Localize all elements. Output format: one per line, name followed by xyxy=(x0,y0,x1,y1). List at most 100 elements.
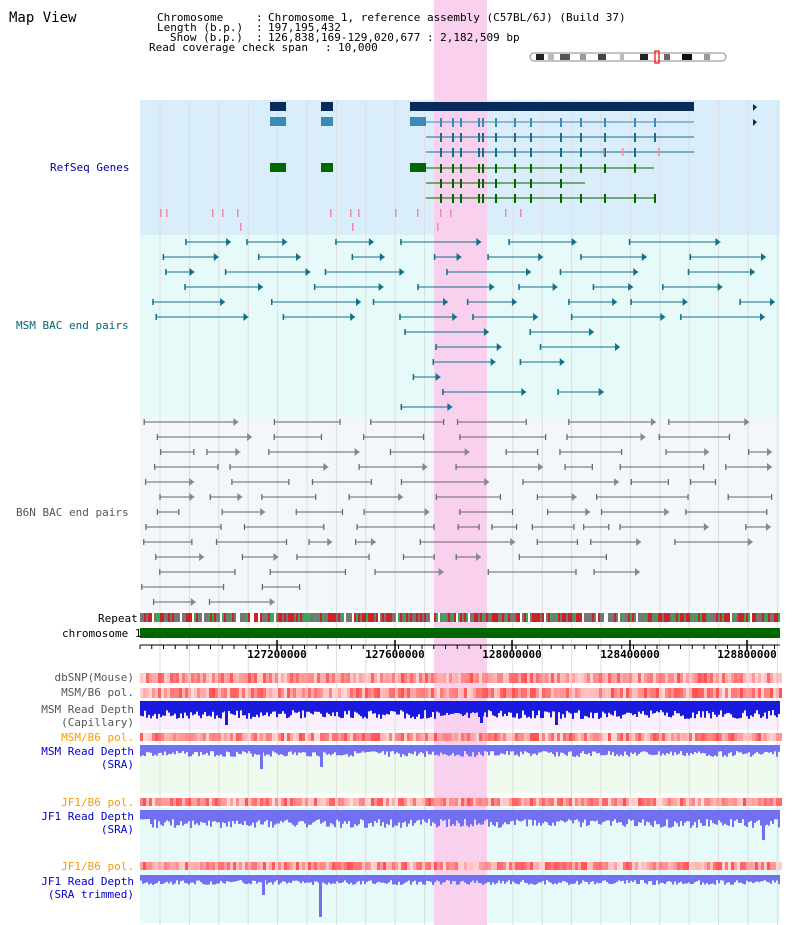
repeat-segment xyxy=(258,613,260,622)
heat-cell xyxy=(569,733,572,741)
depth-bar xyxy=(340,745,342,756)
depth-bar xyxy=(568,701,570,713)
depth-bar xyxy=(528,701,530,717)
heat-cell xyxy=(182,733,185,741)
depth-bar xyxy=(498,810,500,828)
depth-bar xyxy=(734,810,736,821)
repeat-segment xyxy=(666,613,668,622)
depth-bar xyxy=(292,810,294,825)
bac-end xyxy=(518,284,520,290)
track-label-jf1-b6-pol[interactable]: JF1/B6 pol. xyxy=(61,796,134,809)
depth-bar xyxy=(200,875,202,883)
heat-cell xyxy=(398,733,401,741)
depth-bar xyxy=(558,875,560,883)
heat-cell xyxy=(773,733,776,741)
track-label-msm-b6-pol-2[interactable]: MSM/B6 pol. xyxy=(61,731,134,744)
depth-bar xyxy=(688,875,690,883)
depth-bar xyxy=(314,875,316,882)
depth-bar xyxy=(166,875,168,882)
track-label-msm-b6-pol[interactable]: MSM/B6 pol. xyxy=(61,686,134,699)
depth-bar xyxy=(592,745,594,752)
heat-cell xyxy=(695,688,698,698)
depth-bar xyxy=(484,701,486,713)
repeat-segment xyxy=(440,613,442,622)
refseq-marker xyxy=(417,209,419,217)
bac-end xyxy=(545,434,547,440)
depth-bar xyxy=(594,701,596,714)
bac-end xyxy=(687,494,689,500)
gene-exon xyxy=(580,133,582,142)
heat-cell xyxy=(638,688,641,698)
repeat-segment xyxy=(698,613,700,622)
heat-cell xyxy=(458,688,461,698)
depth-bar xyxy=(330,810,332,824)
heat-cell xyxy=(656,688,659,698)
depth-bar xyxy=(742,810,744,820)
track-label-msm-read-depth-sra[interactable]: MSM Read Depth (SRA) xyxy=(41,745,134,771)
depth-bar xyxy=(734,745,736,756)
track-label-dbsnp[interactable]: dbSNP(Mouse) xyxy=(54,671,134,684)
track-label-refseq-genes[interactable]: RefSeq Genes xyxy=(50,161,130,174)
depth-bar xyxy=(392,810,394,828)
depth-bar xyxy=(232,701,234,715)
gene-exon xyxy=(580,118,582,127)
heat-cell xyxy=(584,673,587,683)
bac-end-arrow xyxy=(378,283,384,291)
depth-bar xyxy=(174,745,176,755)
bac-end-arrow xyxy=(633,268,639,276)
chromosome-ideogram xyxy=(529,52,727,62)
depth-bar xyxy=(564,745,566,755)
heat-cell xyxy=(722,862,725,870)
repeat-segment xyxy=(208,613,210,622)
heat-cell xyxy=(605,673,608,683)
heat-cell xyxy=(488,733,491,741)
bac-end-arrow xyxy=(438,568,444,576)
heat-cell xyxy=(425,798,428,806)
depth-bar xyxy=(732,745,734,757)
depth-bar xyxy=(678,701,680,714)
repeat-segment xyxy=(554,613,556,622)
bac-end xyxy=(539,344,542,350)
heat-cell xyxy=(383,688,386,698)
heat-cell xyxy=(767,862,770,870)
depth-bar xyxy=(538,745,540,753)
depth-bar xyxy=(466,875,468,885)
track-label-msm-read-depth-cap[interactable]: MSM Read Depth (Capillary) xyxy=(41,703,134,729)
depth-bar xyxy=(198,745,200,757)
bac-end xyxy=(487,254,489,260)
heat-cell xyxy=(494,798,497,806)
bac-end xyxy=(511,509,514,515)
track-label-jf1-b6-pol-2[interactable]: JF1/B6 pol. xyxy=(61,860,134,873)
depth-bar xyxy=(468,745,470,757)
track-label-chromosome[interactable]: chromosome 1 xyxy=(62,627,142,640)
repeat-segment xyxy=(750,613,752,622)
repeat-segment xyxy=(324,613,326,622)
track-label-msm-bac[interactable]: MSM BAC end pairs xyxy=(16,319,129,332)
heat-cell xyxy=(506,673,509,683)
depth-bar xyxy=(504,701,506,714)
depth-bar xyxy=(176,745,178,752)
track-label-repeat[interactable]: Repeat xyxy=(98,612,138,625)
heat-cell xyxy=(587,688,590,698)
depth-bar xyxy=(354,701,356,712)
repeat-segment xyxy=(542,613,544,622)
track-label-jf1-read-depth-sra[interactable]: JF1 Read Depth (SRA) xyxy=(41,810,134,836)
bac-end xyxy=(739,299,741,305)
repeat-segment xyxy=(248,613,250,622)
depth-bar xyxy=(372,701,374,714)
depth-bar xyxy=(564,810,566,823)
gene-exon xyxy=(482,194,484,203)
depth-bar xyxy=(742,745,744,755)
gene-exon xyxy=(530,148,532,157)
depth-bar xyxy=(240,745,242,755)
depth-bar xyxy=(272,875,274,885)
track-label-jf1-read-depth-trim[interactable]: JF1 Read Depth (SRA trimmed) xyxy=(41,875,134,901)
heat-cell xyxy=(491,688,494,698)
depth-bar xyxy=(368,810,370,824)
repeat-segment xyxy=(204,613,206,622)
depth-bar xyxy=(184,745,186,754)
depth-bar xyxy=(206,875,208,885)
depth-bar xyxy=(698,745,700,752)
track-label-b6n-bac[interactable]: B6N BAC end pairs xyxy=(16,506,129,519)
